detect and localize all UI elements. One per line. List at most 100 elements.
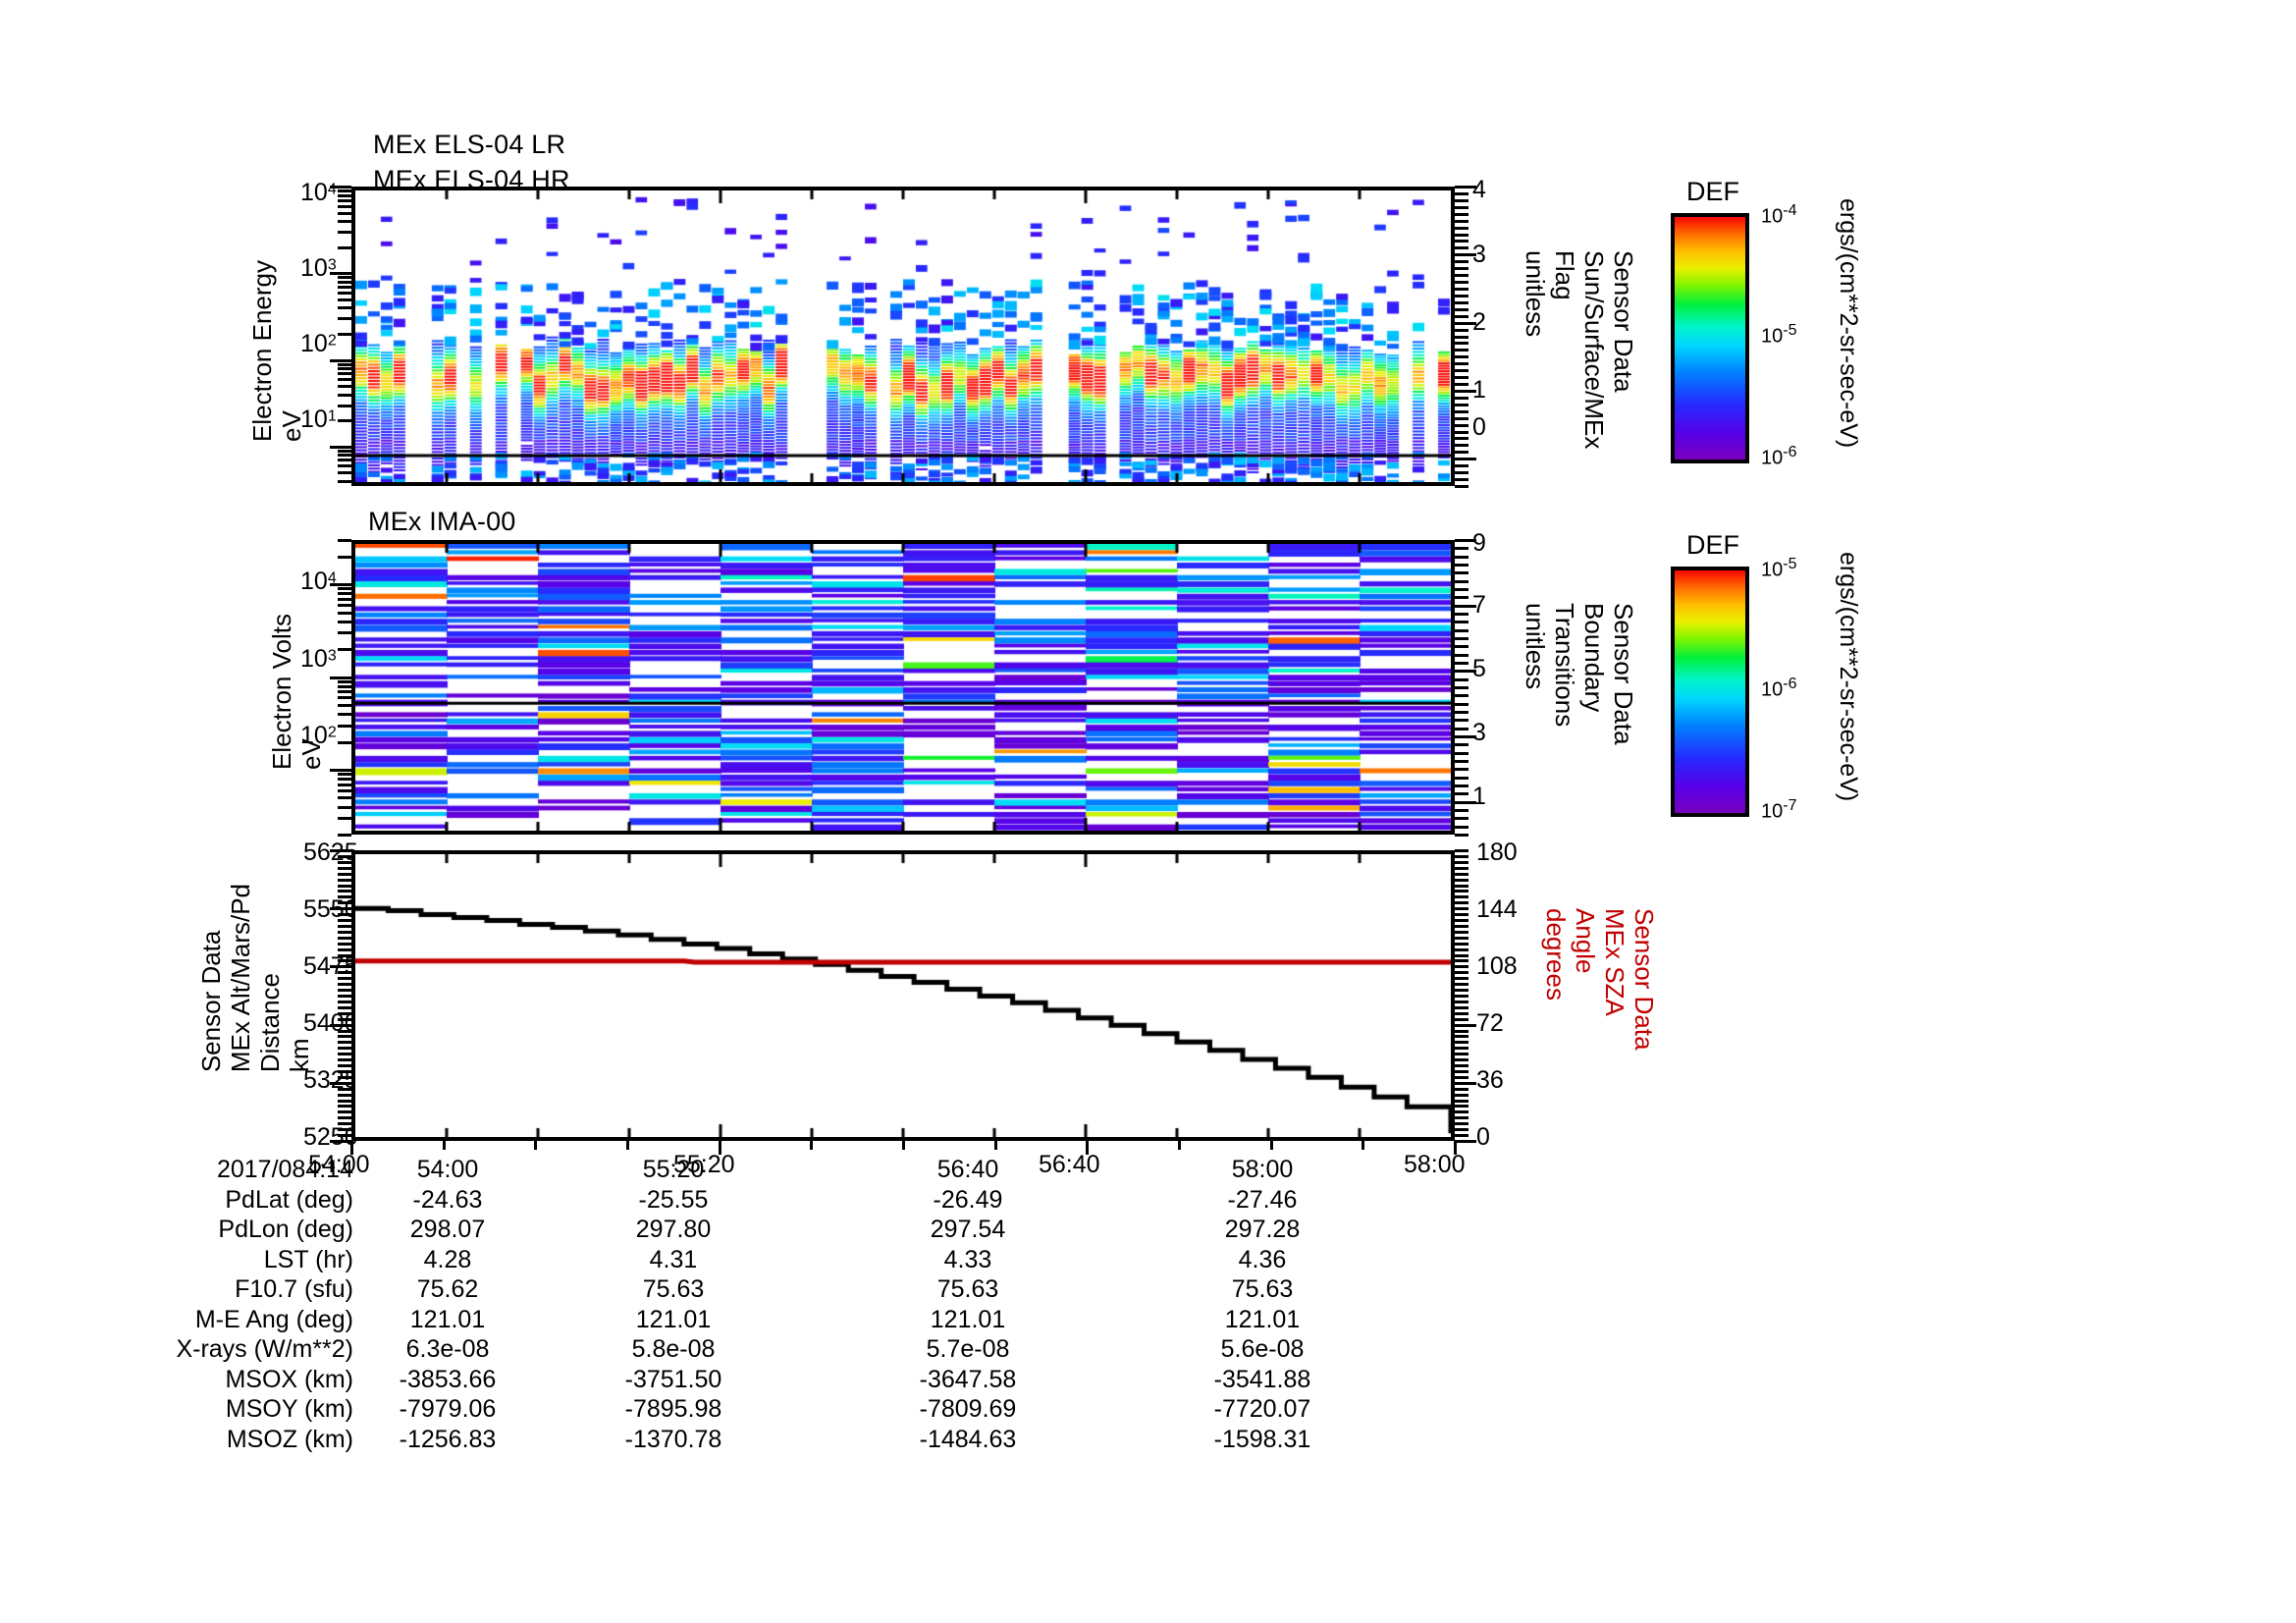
panel3-ytick-mark [338,866,351,870]
table-cell: -3647.58 [919,1365,1017,1393]
panel2-right-tick-mark [1455,604,1476,608]
panel1-right-tick-mark [1455,186,1476,189]
table-cell: -3853.66 [399,1365,497,1393]
panel2-plot-area[interactable] [351,540,1455,835]
xaxis-tick-mark [442,1141,446,1150]
panel3-right-tick-mark [1455,919,1468,923]
panel3-plot-area[interactable] [351,850,1455,1141]
panel1-ytick-mark [338,471,351,475]
panel2-right-tick-mark [1455,539,1476,542]
panel3-right-tick-mark [1455,983,1468,987]
panel2-spectrogram [355,544,1451,831]
panel2-ytick-mark [338,555,351,559]
panel2-ytick-mark [338,817,351,821]
xaxis-tick-mark [1086,1141,1090,1155]
panel3-right-tick-mark [1455,895,1468,899]
panel1-right-tick-mark [1455,458,1476,461]
colorbar-2-mid-label: 10-6 [1761,676,1797,701]
panel2-right-tick-mark [1455,768,1468,772]
panel1-ytick-mark [338,332,351,336]
panel1-right-tick-4: 4 [1472,176,1486,203]
panel1-ytick-mark [338,298,351,301]
panel3-right-tick-mark [1455,942,1468,946]
table-cell: 297.28 [1224,1216,1301,1243]
panel3-ytick-mark [338,1087,351,1091]
panel2-ytick-mark [330,768,351,772]
xaxis-tick-mark [534,1141,538,1150]
panel1-ytick-mark [338,449,351,453]
panel1-plot-area[interactable] [351,187,1455,486]
panel1-ytick-3: 101 [300,406,337,433]
panel1-right-tick-mark [1455,485,1468,488]
panel2-right-tick-mark [1455,645,1468,649]
panel3-right-tick-mark [1455,1099,1468,1103]
table-cell: 121.01 [1224,1305,1301,1333]
panel1-right-tick-mark [1455,212,1468,216]
table-row: MSOX (km) -3853.66 -3751.50 -3647.58 -3541.8… [69,1365,1410,1395]
panel1-right-tick-mark [1455,444,1468,448]
panel1-right-tick-mark [1455,246,1468,250]
panel1-right-tick-mark [1455,409,1468,413]
colorbar-1-title: DEF [1686,177,1739,206]
panel1-right-tick-mark [1455,240,1468,243]
xaxis-tick-mark [993,1141,997,1150]
panel3-ytick-mark [338,1058,351,1062]
panel3-right-tick-mark [1455,1029,1468,1033]
table-cell: 6.3e-08 [405,1335,490,1363]
panel3-ytick-mark [338,1047,351,1051]
panel1-ytick-mark [338,280,351,284]
table-row-label: MSOY (km) [225,1395,353,1423]
panel3-right-tick-mark [1455,1069,1468,1073]
table-cell: -7979.06 [399,1395,497,1423]
panel3-ytick-mark [338,1099,351,1103]
panel3-ytick-mark [338,1069,351,1073]
panel3-ytick-mark [338,953,351,957]
panel3-right-tick-mark [1455,1017,1468,1021]
panel3-right-tick-mark [1455,1128,1468,1132]
panel1-right-tick-mark [1455,342,1468,346]
table-row: 2017/084:14 54:00 55:20 56:40 58:00 [69,1155,1410,1185]
panel2-right-tick-mark [1455,547,1468,551]
panel1-right-tick-mark [1455,464,1468,468]
panel3-ytick-mark [338,930,351,934]
panel3-ytick-mark [338,1105,351,1109]
panel2-right-label: Sensor Data Boundary Transitions unitles… [1521,603,1638,745]
panel1-ytick-mark [338,204,351,208]
panel1-ytick-mark [338,198,351,202]
panel1-right-label: Sensor Data Sun/Surface/MEx Flag unitles… [1521,250,1638,450]
panel1-ytick-mark [338,306,351,310]
panel3-ytick-mark [338,1134,351,1138]
panel2-right-tick-mark [1455,628,1468,632]
panel2-right-tick-mark [1455,555,1468,559]
panel3-right-tick-mark [1455,901,1468,905]
table-cell: -3751.50 [624,1365,722,1393]
colorbar-2-gradient [1671,567,1749,817]
xaxis-tick-mark [1362,1141,1365,1150]
panel1-ytick-mark [338,464,351,468]
panel2-right-tick-mark [1455,735,1476,738]
table-cell: -7720.07 [1213,1395,1311,1423]
panel1-right-tick-mark [1455,205,1468,209]
colorbar-1-min-label: 10-6 [1761,444,1797,469]
panel1-ytick-mark [338,479,351,483]
panel2-ytick-0: 104 [300,568,337,595]
panel3-ytick-mark [338,959,351,963]
panel1-right-tick-mark [1455,267,1468,271]
panel1-right-tick-mark [1455,328,1468,332]
panel1-right-tick-mark [1455,430,1468,434]
panel3-ytick-mark [338,890,351,893]
panel2-right-tick-5: 5 [1472,655,1486,682]
panel3-distance-sza-plot [355,854,1451,1137]
table-cell: 56:40 [936,1156,999,1183]
table-cell: 4.28 [423,1245,472,1273]
panel1-right-tick-mark [1455,321,1476,325]
table-row: M-E Ang (deg) 121.01 121.01 121.01 121.01 [69,1305,1410,1335]
panel3-ytick-mark [330,849,351,852]
panel3-ytick-mark [338,884,351,888]
xaxis-tick-mark [902,1141,905,1150]
panel1-right-tick-mark [1455,383,1468,387]
table-cell: -7895.98 [624,1395,722,1423]
panel3-ytick-mark [338,1093,351,1097]
panel1-ytick-mark [330,272,351,276]
panel1-ytick-mark [338,220,351,224]
